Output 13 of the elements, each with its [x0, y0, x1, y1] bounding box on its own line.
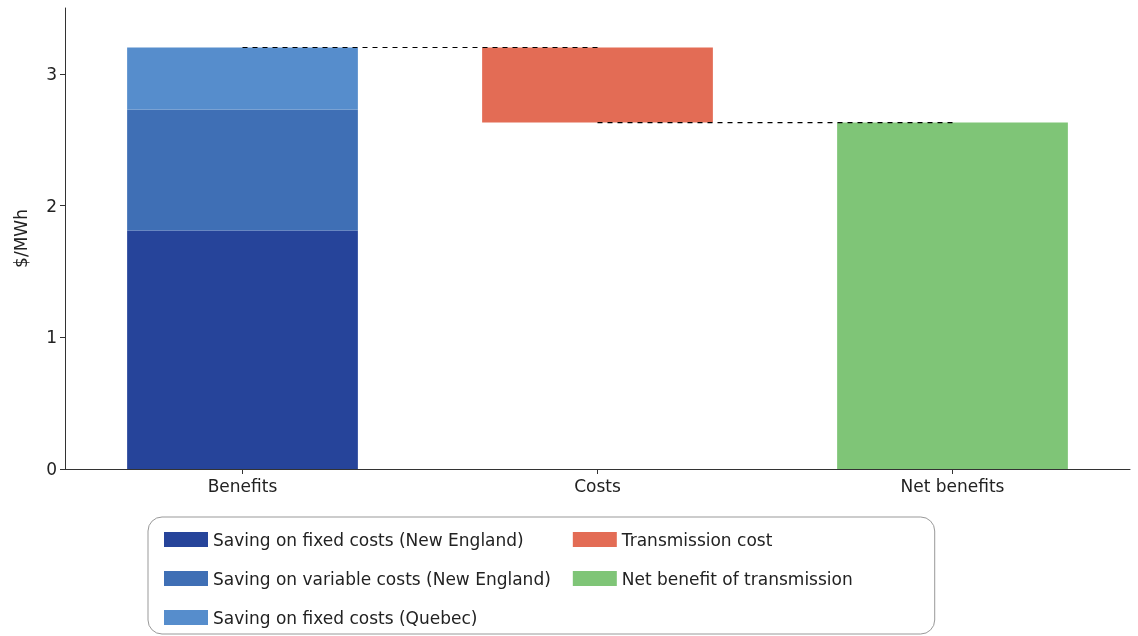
legend-label: Net benefit of transmission — [621, 568, 853, 589]
x-tick-label: Benefits — [207, 475, 278, 496]
y-tick-label: 2 — [46, 195, 57, 216]
x-tick-label: Net benefits — [900, 475, 1005, 496]
legend-label: Transmission cost — [620, 529, 773, 550]
legend-label: Saving on variable costs (New England) — [213, 568, 551, 589]
legend-label: Saving on fixed costs (New England) — [213, 529, 524, 550]
legend-label: Saving on fixed costs (Quebec) — [213, 607, 478, 628]
y-axis-title: $/MWh — [10, 209, 31, 268]
x-tick-label: Costs — [574, 475, 621, 496]
y-tick-label: 1 — [46, 327, 57, 348]
y-tick-label: 3 — [46, 63, 57, 84]
y-tick-label: 0 — [46, 459, 57, 479]
